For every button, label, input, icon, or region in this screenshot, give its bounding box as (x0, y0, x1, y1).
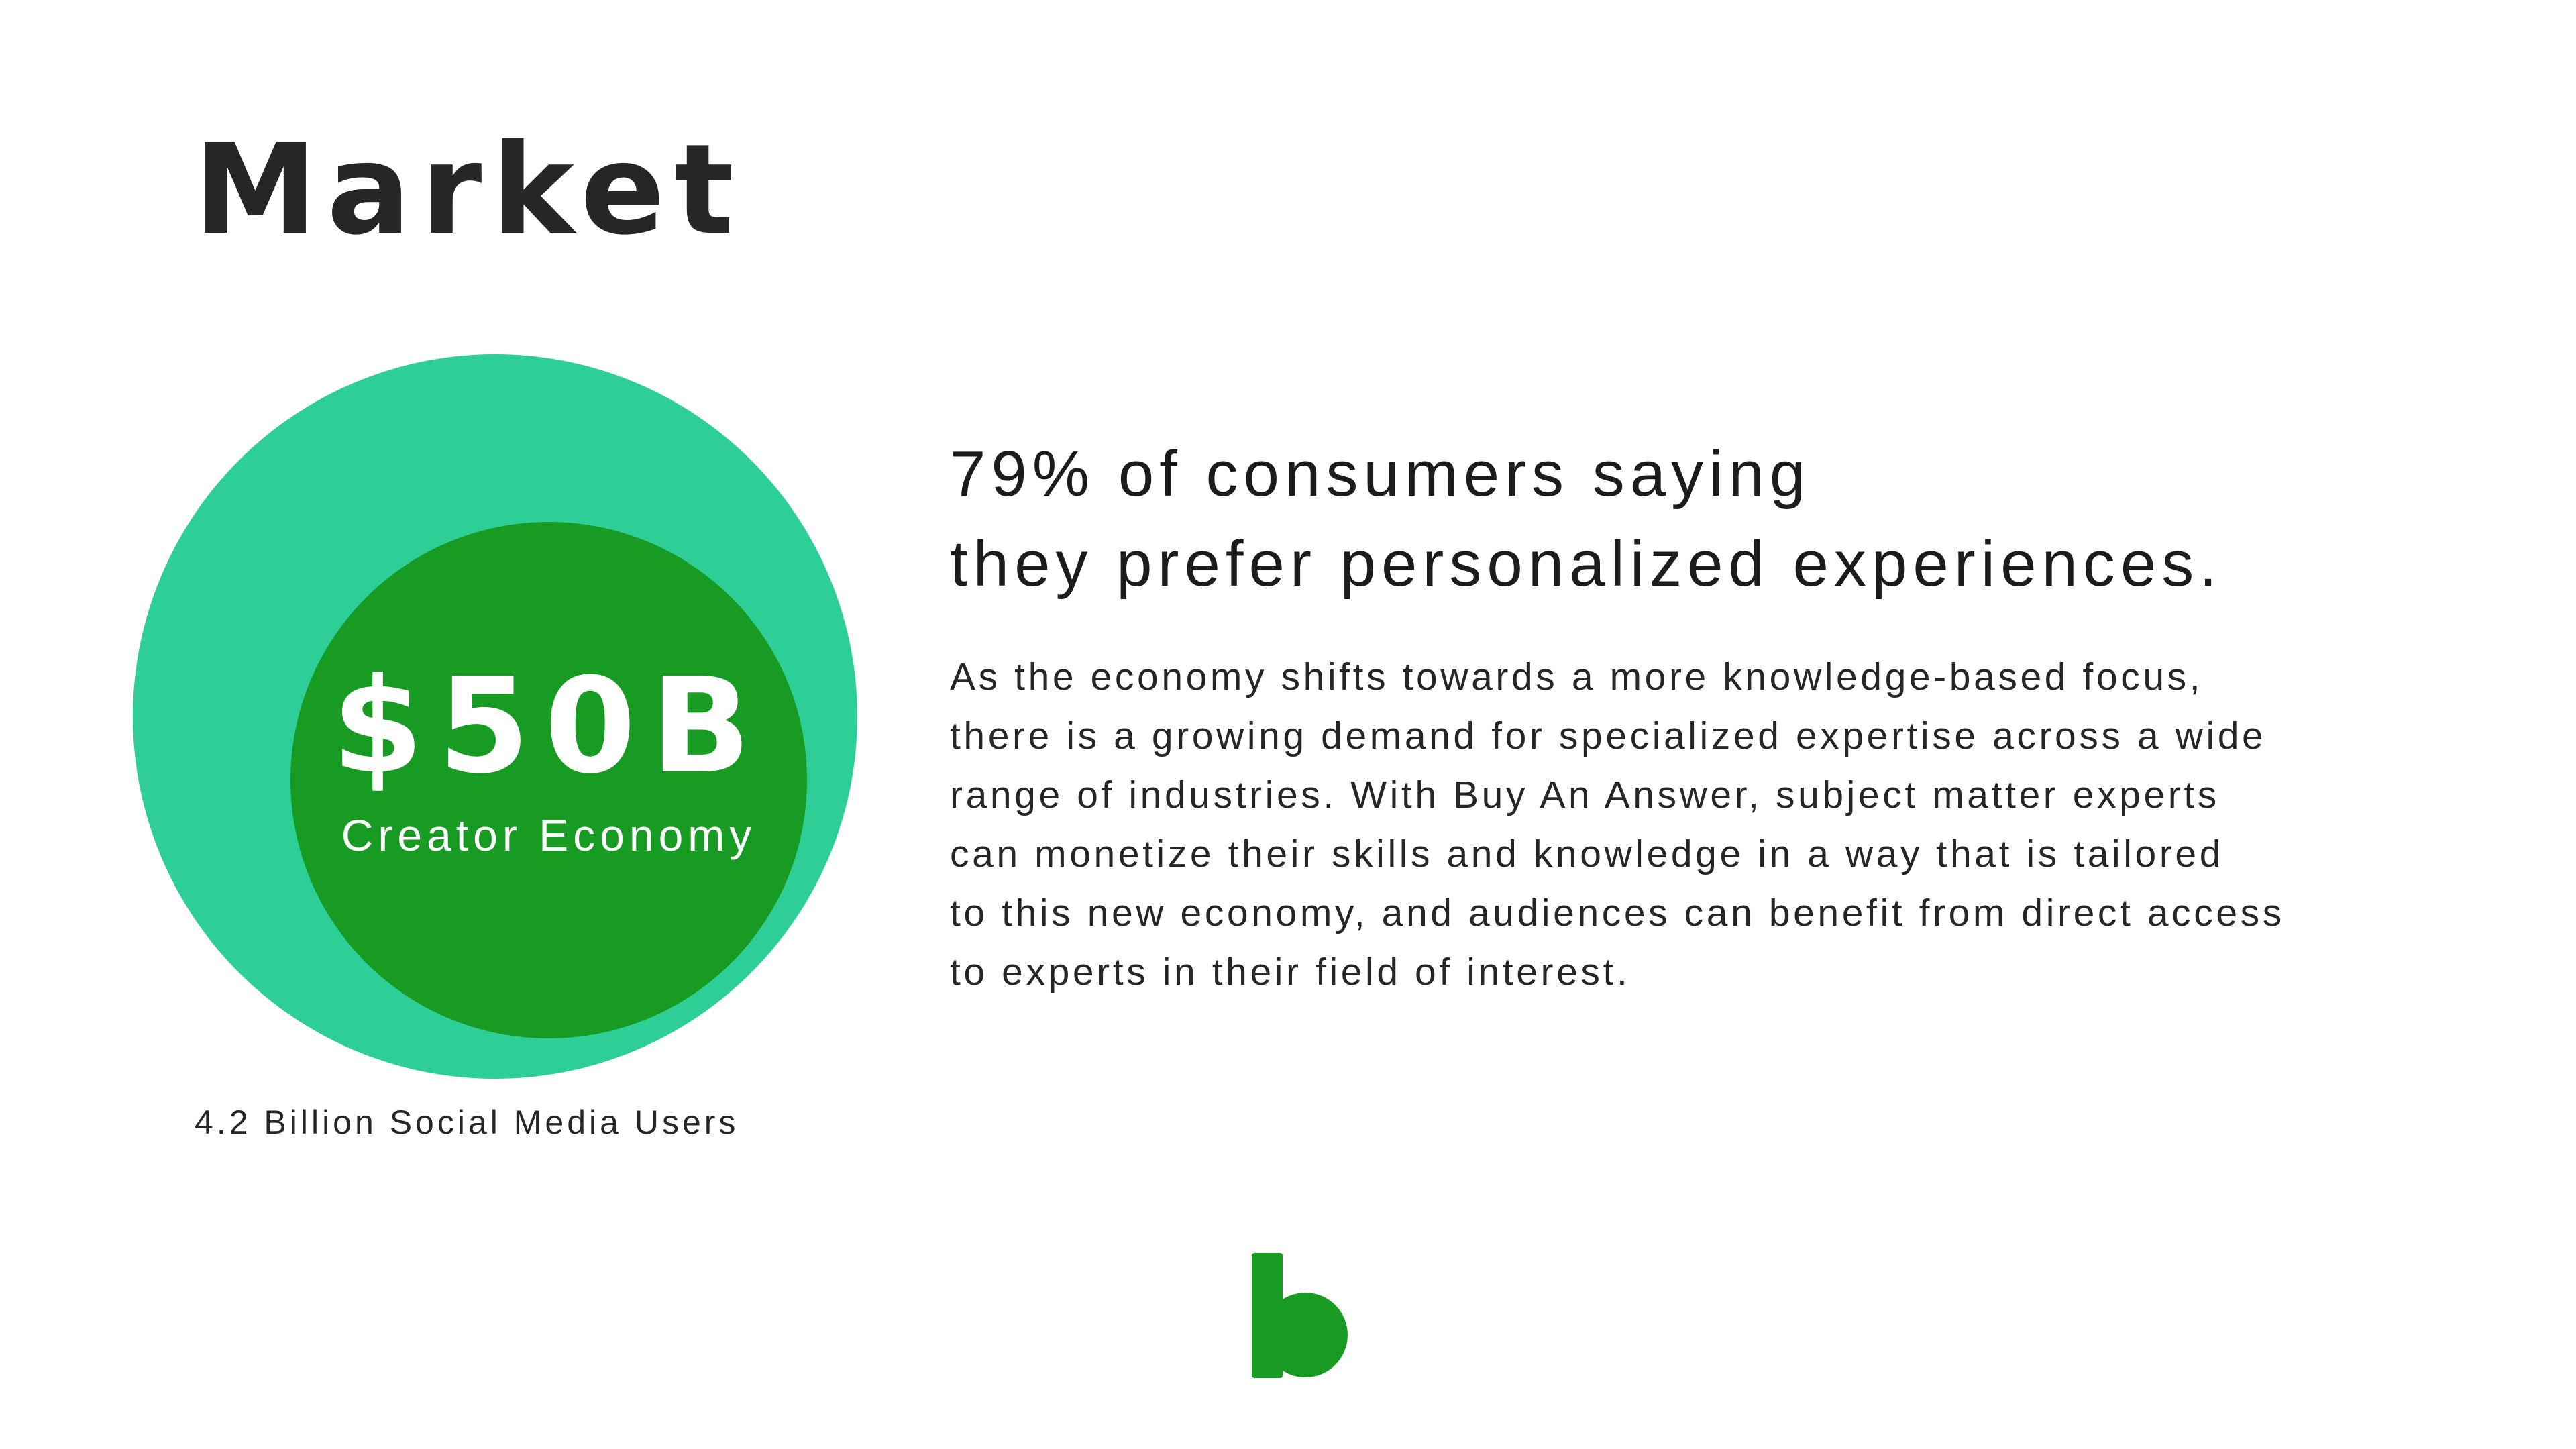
social-media-users-label: 4.2 Billion Social Media Users (195, 1104, 739, 1141)
body-line: can monetize their skills and knowledge … (950, 833, 2224, 875)
creator-economy-circle (290, 522, 807, 1038)
b-logo-bowl (1263, 1293, 1348, 1377)
creator-economy-value: $50B (331, 650, 766, 803)
market-size-diagram: $50B Creator Economy (0, 0, 939, 1140)
body-line: range of industries. With Buy An Answer,… (950, 773, 2220, 816)
headline: 79% of consumers saying they prefer pers… (950, 429, 2222, 609)
body-paragraph: As the economy shifts towards a more kno… (950, 647, 2285, 1002)
body-line: to experts in their field of interest. (950, 951, 1631, 994)
headline-line: they prefer personalized experiences. (950, 528, 2222, 600)
creator-economy-label: Creator Economy (341, 810, 757, 860)
body-line: to this new economy, and audiences can b… (950, 892, 2285, 934)
body-line: As the economy shifts towards a more kno… (950, 655, 2204, 698)
slide-title: Market (193, 117, 744, 262)
body-line: there is a growing demand for specialize… (950, 714, 2267, 757)
b-logo-icon (1252, 1253, 1348, 1378)
headline-line: 79% of consumers saying (950, 438, 1811, 510)
